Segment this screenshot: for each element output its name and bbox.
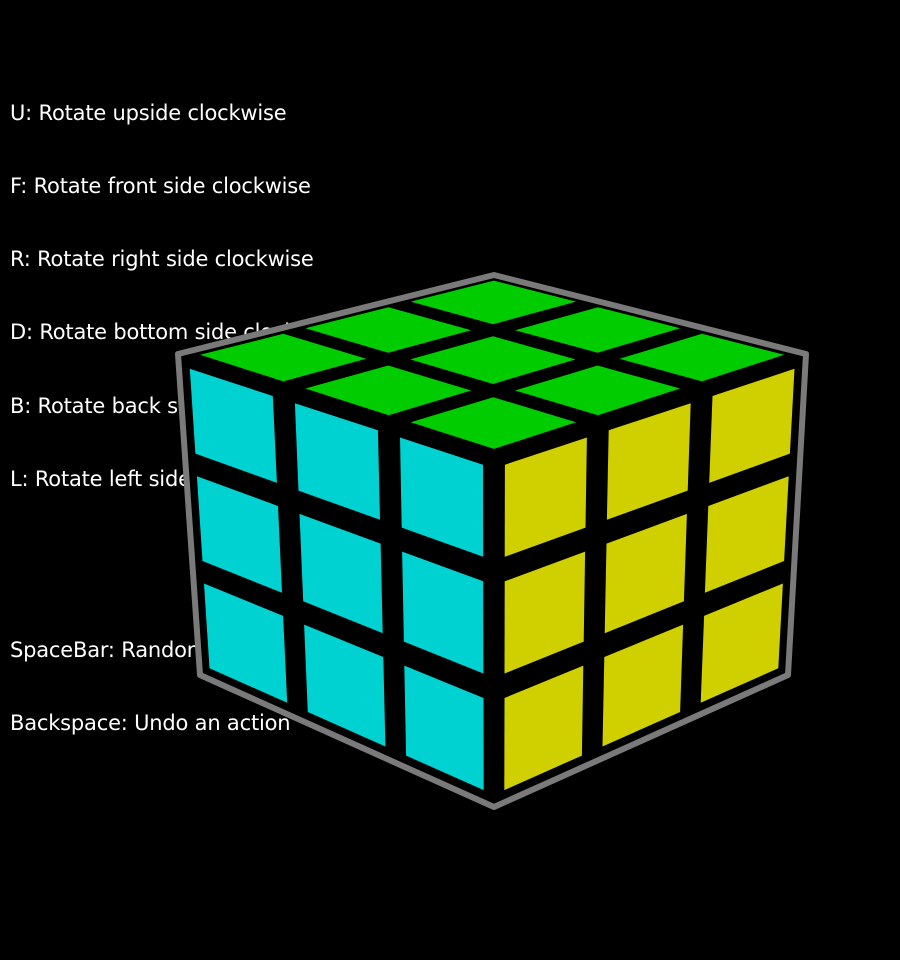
cube-sticker-right-2-1[interactable] [704, 476, 789, 593]
control-u: U: Rotate upside clockwise [10, 100, 287, 125]
cube-face-top[interactable] [200, 280, 785, 449]
cube-sticker-right-2-0[interactable] [709, 368, 795, 483]
cube-sticker-right-0-0[interactable] [504, 437, 587, 557]
cube-sticker-left-1-1[interactable] [299, 513, 383, 634]
cube-sticker-top-1-2[interactable] [515, 307, 681, 353]
cube-sticker-left-0-0[interactable] [189, 368, 277, 483]
cube-sticker-right-0-2[interactable] [504, 665, 584, 791]
cube-sticker-left-0-2[interactable] [204, 583, 288, 703]
cube-sticker-left-1-2[interactable] [304, 624, 386, 747]
cube-sticker-top-0-2[interactable] [619, 333, 785, 382]
cube-sticker-left-2-2[interactable] [404, 665, 484, 791]
cube-sticker-right-0-1[interactable] [504, 551, 586, 674]
cube-sticker-top-1-0[interactable] [305, 365, 472, 416]
cube-sticker-left-0-1[interactable] [196, 476, 282, 593]
cube-sticker-top-0-1[interactable] [515, 365, 681, 416]
control-r: R: Rotate right side clockwise [10, 247, 314, 272]
cube-sticker-right-1-1[interactable] [604, 513, 687, 634]
cube-sticker-top-2-2[interactable] [410, 280, 577, 325]
cube-sticker-left-1-0[interactable] [294, 403, 380, 520]
controls-help: U: Rotate upside clockwise F: Rotate fro… [10, 52, 342, 760]
cube-sticker-left-2-1[interactable] [402, 551, 484, 674]
cube-sticker-right-1-0[interactable] [606, 403, 691, 520]
control-backspace: Backspace: Undo an action [10, 710, 291, 735]
cube-sticker-right-1-2[interactable] [602, 624, 684, 747]
cube-face-left[interactable] [189, 368, 484, 791]
cube-sticker-top-2-1[interactable] [305, 307, 472, 353]
cube-sticker-right-2-2[interactable] [700, 583, 783, 703]
control-f: F: Rotate front side clockwise [10, 174, 311, 199]
cube-sticker-left-2-0[interactable] [400, 437, 484, 557]
cube-sticker-top-2-0[interactable] [200, 333, 367, 382]
cube-sticker-top-0-0[interactable] [410, 397, 577, 449]
cube-sticker-top-1-1[interactable] [410, 336, 576, 384]
cube-face-right[interactable] [504, 368, 795, 791]
